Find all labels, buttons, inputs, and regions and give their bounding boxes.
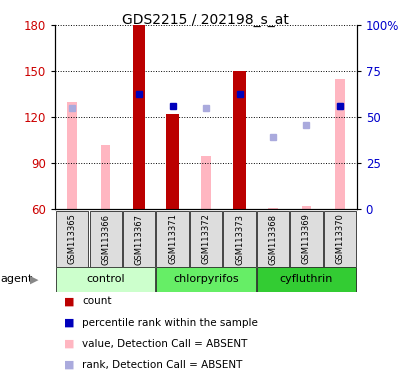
Bar bbox=[323, 211, 355, 267]
Bar bbox=[166, 114, 178, 209]
Bar bbox=[67, 102, 76, 209]
Text: rank, Detection Call = ABSENT: rank, Detection Call = ABSENT bbox=[82, 360, 242, 370]
Text: agent: agent bbox=[1, 274, 33, 285]
Text: ▶: ▶ bbox=[29, 274, 38, 285]
Text: GSM113373: GSM113373 bbox=[234, 214, 243, 265]
Text: cyfluthrin: cyfluthrin bbox=[279, 274, 333, 285]
Text: GSM113368: GSM113368 bbox=[268, 214, 277, 265]
Text: ■: ■ bbox=[63, 318, 74, 328]
Bar bbox=[123, 211, 155, 267]
Bar bbox=[290, 211, 322, 267]
Bar bbox=[256, 211, 288, 267]
Text: GSM113367: GSM113367 bbox=[134, 214, 143, 265]
Bar bbox=[56, 211, 88, 267]
Bar bbox=[189, 211, 222, 267]
Bar bbox=[201, 156, 210, 209]
Bar bbox=[234, 99, 244, 209]
Text: GSM113370: GSM113370 bbox=[335, 214, 344, 265]
Text: GSM113371: GSM113371 bbox=[168, 214, 177, 265]
Bar bbox=[133, 25, 145, 209]
Bar bbox=[89, 211, 121, 267]
Bar bbox=[233, 71, 245, 209]
Bar bbox=[301, 206, 310, 209]
Bar bbox=[335, 79, 344, 209]
Bar bbox=[56, 267, 155, 292]
Text: GDS2215 / 202198_s_at: GDS2215 / 202198_s_at bbox=[121, 13, 288, 27]
Text: percentile rank within the sample: percentile rank within the sample bbox=[82, 318, 257, 328]
Text: ■: ■ bbox=[63, 296, 74, 306]
Text: control: control bbox=[86, 274, 125, 285]
Text: ■: ■ bbox=[63, 360, 74, 370]
Text: chlorpyrifos: chlorpyrifos bbox=[173, 274, 238, 285]
Text: value, Detection Call = ABSENT: value, Detection Call = ABSENT bbox=[82, 339, 247, 349]
Text: GSM113366: GSM113366 bbox=[101, 214, 110, 265]
Bar bbox=[156, 267, 255, 292]
Bar bbox=[156, 211, 188, 267]
Text: count: count bbox=[82, 296, 111, 306]
Text: GSM113372: GSM113372 bbox=[201, 214, 210, 265]
Bar bbox=[134, 99, 144, 209]
Bar bbox=[101, 145, 110, 209]
Text: ■: ■ bbox=[63, 339, 74, 349]
Bar bbox=[256, 267, 355, 292]
Bar bbox=[267, 208, 277, 209]
Text: GSM113365: GSM113365 bbox=[67, 214, 76, 265]
Bar bbox=[223, 211, 255, 267]
Text: GSM113369: GSM113369 bbox=[301, 214, 310, 265]
Bar bbox=[167, 114, 177, 209]
